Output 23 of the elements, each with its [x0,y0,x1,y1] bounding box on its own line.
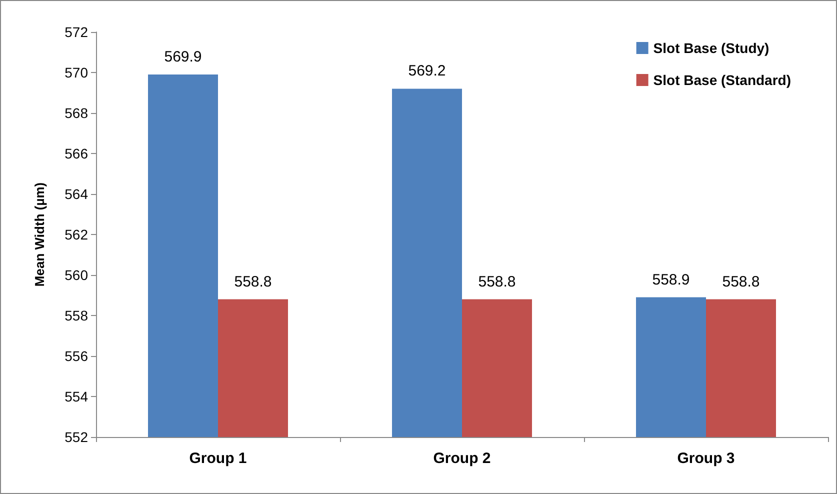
data-label: 569.9 [164,48,202,66]
y-tick-label: 552 [64,429,88,445]
legend-label: Slot Base (Standard) [653,72,792,88]
x-tick-label: Group 1 [189,450,247,467]
data-label: 558.8 [478,273,516,290]
y-tick-label: 562 [64,226,88,242]
y-axis-title: Mean Width (µm) [32,182,47,287]
y-tick-label: 572 [64,24,88,40]
legend-label: Slot Base (Study) [653,40,770,56]
y-tick-label: 556 [64,348,88,364]
x-tick-label: Group 2 [433,450,491,467]
data-label: 569.2 [408,62,446,80]
y-tick-label: 568 [64,105,88,121]
y-tick-label: 560 [64,267,88,283]
y-tick-label: 564 [64,186,88,202]
data-label: 558.8 [234,273,272,290]
y-tick-label: 570 [64,64,88,80]
y-tick-label: 554 [64,388,88,404]
x-tick-label: Group 3 [677,450,735,467]
y-tick-label: 558 [64,308,88,324]
data-label: 558.8 [722,273,760,290]
data-label: 558.9 [652,271,690,288]
y-tick-label: 566 [64,146,88,162]
